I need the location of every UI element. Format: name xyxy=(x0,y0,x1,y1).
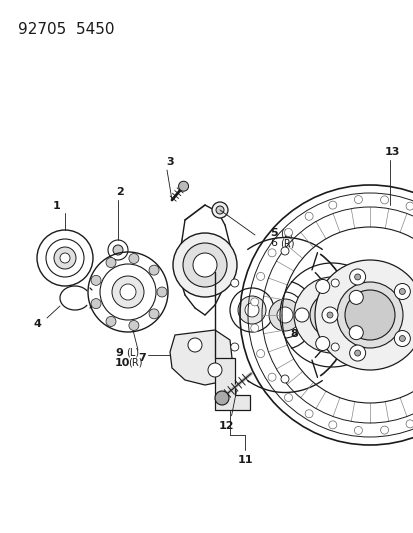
Text: 10: 10 xyxy=(115,358,130,368)
Circle shape xyxy=(354,350,360,356)
Circle shape xyxy=(304,212,312,220)
Circle shape xyxy=(294,308,308,322)
Text: 9: 9 xyxy=(115,348,123,358)
Circle shape xyxy=(328,421,336,429)
Circle shape xyxy=(128,320,139,330)
Text: (L): (L) xyxy=(279,228,292,238)
Circle shape xyxy=(309,293,353,337)
Circle shape xyxy=(106,317,116,326)
Circle shape xyxy=(349,345,365,361)
Circle shape xyxy=(120,284,136,300)
Circle shape xyxy=(321,305,341,325)
Circle shape xyxy=(321,307,337,323)
Text: (R): (R) xyxy=(128,358,142,368)
Circle shape xyxy=(60,253,70,263)
Circle shape xyxy=(380,426,388,434)
Circle shape xyxy=(330,343,338,351)
Circle shape xyxy=(399,288,404,295)
Circle shape xyxy=(405,202,413,210)
Circle shape xyxy=(244,303,259,317)
Circle shape xyxy=(188,338,202,352)
Circle shape xyxy=(149,265,159,275)
Circle shape xyxy=(344,290,394,340)
Text: 5: 5 xyxy=(269,228,277,238)
Circle shape xyxy=(216,206,223,214)
Circle shape xyxy=(214,391,228,405)
Circle shape xyxy=(354,196,361,204)
Circle shape xyxy=(192,253,216,277)
Circle shape xyxy=(276,307,292,323)
Circle shape xyxy=(293,277,369,353)
Circle shape xyxy=(380,196,388,204)
Circle shape xyxy=(330,279,338,287)
Circle shape xyxy=(256,272,264,280)
Text: (R): (R) xyxy=(279,238,294,248)
Text: 13: 13 xyxy=(383,147,399,157)
Text: 1: 1 xyxy=(53,201,61,211)
Polygon shape xyxy=(214,358,249,410)
Circle shape xyxy=(211,202,228,218)
Text: 7: 7 xyxy=(138,353,145,363)
Circle shape xyxy=(91,298,101,309)
Circle shape xyxy=(394,284,409,300)
Circle shape xyxy=(106,257,116,268)
Circle shape xyxy=(336,282,402,348)
Circle shape xyxy=(173,233,236,297)
Text: (L): (L) xyxy=(126,348,139,358)
Circle shape xyxy=(183,243,226,287)
Circle shape xyxy=(280,247,288,255)
Circle shape xyxy=(178,181,188,191)
Circle shape xyxy=(250,298,258,306)
Text: 8: 8 xyxy=(290,329,297,339)
Polygon shape xyxy=(170,330,231,385)
Text: 2: 2 xyxy=(116,187,123,197)
Circle shape xyxy=(314,260,413,370)
Text: 6: 6 xyxy=(269,238,276,248)
Circle shape xyxy=(268,299,300,331)
Circle shape xyxy=(349,326,362,340)
Circle shape xyxy=(128,254,139,263)
Circle shape xyxy=(207,363,221,377)
Circle shape xyxy=(237,296,266,324)
Text: 12: 12 xyxy=(218,421,234,431)
Circle shape xyxy=(326,312,332,318)
Circle shape xyxy=(394,330,409,346)
Circle shape xyxy=(268,249,275,257)
Circle shape xyxy=(284,229,292,237)
Circle shape xyxy=(112,276,144,308)
Text: 92705  5450: 92705 5450 xyxy=(18,22,114,37)
Circle shape xyxy=(230,279,238,287)
Text: 11: 11 xyxy=(237,455,252,465)
Circle shape xyxy=(349,290,362,304)
Text: 3: 3 xyxy=(166,157,173,167)
Circle shape xyxy=(250,324,258,332)
Circle shape xyxy=(268,373,275,381)
Circle shape xyxy=(256,350,264,358)
Text: 4: 4 xyxy=(33,319,41,329)
Circle shape xyxy=(399,335,404,342)
Circle shape xyxy=(54,247,76,269)
Circle shape xyxy=(230,343,238,351)
Circle shape xyxy=(315,279,329,294)
Circle shape xyxy=(405,420,413,428)
Circle shape xyxy=(91,276,101,285)
Circle shape xyxy=(113,245,123,255)
Circle shape xyxy=(354,426,361,434)
Circle shape xyxy=(304,410,312,418)
Circle shape xyxy=(149,309,159,319)
Circle shape xyxy=(349,269,365,285)
Circle shape xyxy=(328,201,336,209)
Circle shape xyxy=(315,336,329,351)
Circle shape xyxy=(157,287,166,297)
Circle shape xyxy=(280,375,288,383)
Circle shape xyxy=(284,393,292,401)
Circle shape xyxy=(354,274,360,280)
